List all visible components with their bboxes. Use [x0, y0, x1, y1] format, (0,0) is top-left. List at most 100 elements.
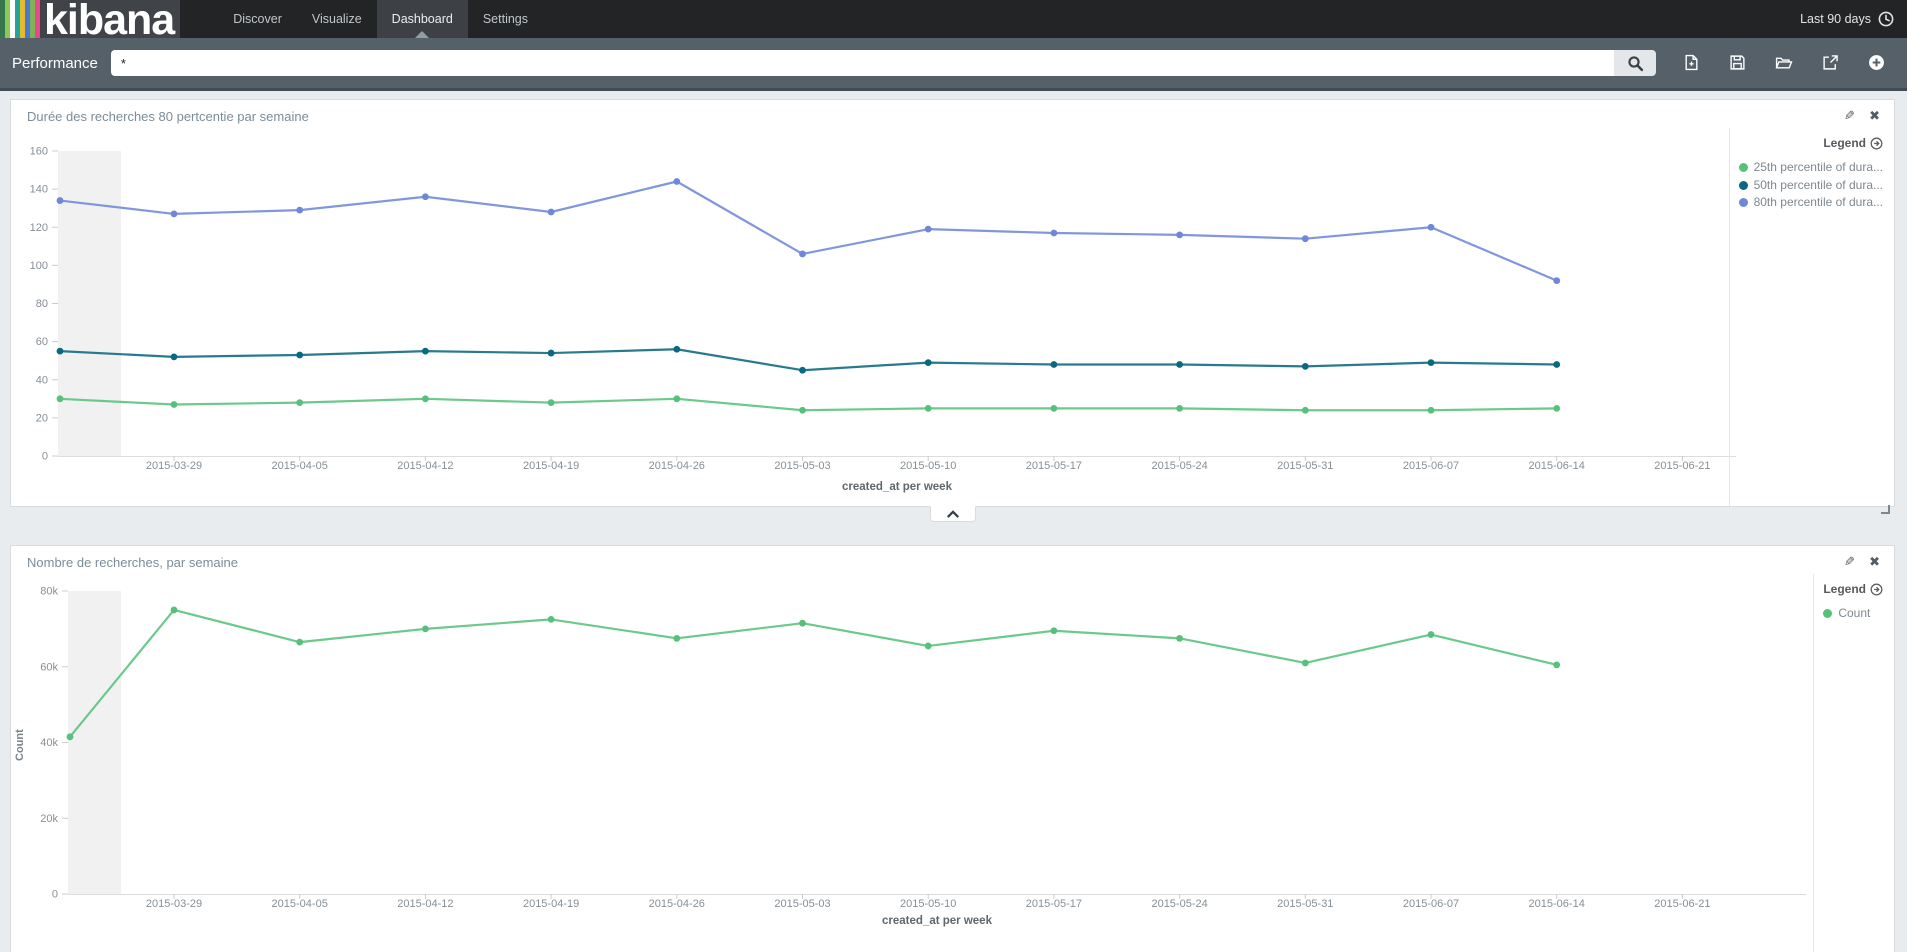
legend-item[interactable]: 50th percentile of dura... [1738, 177, 1883, 195]
data-point[interactable] [422, 625, 429, 633]
legend-item[interactable]: 25th percentile of dura... [1738, 159, 1883, 177]
kibana-logo[interactable]: kibana [0, 0, 181, 38]
legend-item-label: Count [1838, 606, 1871, 620]
y-tick-label: 60 [36, 336, 48, 348]
top-navbar: kibana Discover Visualize Dashboard Sett… [0, 0, 1907, 38]
chart-canvas[interactable]: 0 20 40 60 80 100 120 140 160 2015-03-29 2015-04-0… [11, 100, 1896, 508]
data-point[interactable] [170, 353, 178, 361]
x-tick-label: 2015-04-19 [523, 460, 579, 472]
x-tick-label: 2015-05-24 [1151, 460, 1207, 472]
save-dashboard-button[interactable] [1729, 54, 1746, 72]
data-point[interactable] [170, 210, 178, 218]
nav-item-settings[interactable]: Settings [482, 12, 528, 26]
data-point[interactable] [799, 406, 806, 414]
data-point[interactable] [1553, 661, 1561, 669]
data-point[interactable] [1553, 361, 1561, 368]
data-point[interactable] [170, 606, 178, 614]
legend-title: Legend [1823, 582, 1866, 596]
data-point[interactable] [1301, 406, 1309, 414]
data-point[interactable] [799, 366, 806, 374]
dashboard-title: Performance [12, 54, 98, 72]
legend-toggle[interactable]: Legend [1823, 582, 1883, 596]
legend-color-dot [1738, 180, 1748, 190]
close-panel-icon[interactable]: ✖ [1869, 554, 1880, 569]
new-dashboard-button[interactable] [1683, 54, 1700, 72]
legend-item[interactable]: 80th percentile of dura... [1738, 194, 1883, 212]
x-tick-label: 2015-06-21 [1654, 898, 1710, 910]
legend-item[interactable]: Count [1823, 605, 1883, 623]
data-point[interactable] [1427, 406, 1435, 414]
data-point[interactable] [422, 395, 429, 403]
data-point[interactable] [1427, 223, 1435, 231]
data-point[interactable] [56, 395, 64, 403]
data-point[interactable] [170, 401, 178, 408]
data-point[interactable] [673, 178, 681, 185]
data-point[interactable] [673, 345, 681, 353]
data-point[interactable] [1301, 235, 1309, 243]
edit-panel-icon[interactable]: ✎ [1844, 108, 1856, 123]
resize-handle[interactable] [1881, 505, 1890, 514]
data-point[interactable] [296, 351, 304, 359]
search-button[interactable] [1614, 50, 1656, 76]
data-point[interactable] [924, 404, 932, 412]
data-point[interactable] [924, 359, 932, 366]
x-tick-label: 2015-04-26 [649, 898, 705, 910]
open-dashboard-button[interactable] [1775, 54, 1793, 72]
data-point[interactable] [799, 250, 806, 258]
data-point[interactable] [1050, 361, 1058, 368]
data-point[interactable] [422, 193, 429, 201]
legend-color-dot [1738, 198, 1748, 208]
data-point[interactable] [1427, 631, 1435, 638]
y-tick-label: 40 [36, 374, 48, 386]
data-point[interactable] [1553, 277, 1561, 285]
edit-panel-icon[interactable]: ✎ [1844, 554, 1856, 569]
nav-item-discover[interactable]: Discover [233, 12, 282, 26]
data-point[interactable] [799, 619, 806, 627]
data-point[interactable] [1301, 363, 1309, 370]
time-filter[interactable]: Last 90 days [1800, 0, 1907, 38]
legend-item-label: 50th percentile of dura... [1753, 177, 1883, 192]
add-circle-icon [1869, 55, 1884, 70]
data-point[interactable] [673, 395, 681, 403]
data-point[interactable] [673, 634, 681, 642]
data-point[interactable] [547, 616, 555, 623]
y-tick-label: 0 [42, 451, 48, 463]
data-point[interactable] [296, 399, 304, 407]
data-point[interactable] [296, 638, 304, 646]
data-point[interactable] [66, 733, 74, 741]
search-input[interactable] [110, 50, 1614, 76]
data-point[interactable] [1176, 231, 1183, 239]
panel-header[interactable]: Durée des recherches 80 pertcentie par s… [11, 100, 1894, 126]
data-point[interactable] [296, 206, 304, 214]
logo-stripe [30, 0, 35, 38]
data-point[interactable] [1553, 404, 1561, 412]
data-point[interactable] [1301, 659, 1309, 667]
data-point[interactable] [1050, 229, 1058, 237]
collapse-panel-tab[interactable] [929, 506, 976, 522]
nav-item-dashboard[interactable]: Dashboard [376, 0, 468, 38]
nav-item-visualize[interactable]: Visualize [311, 12, 362, 26]
data-point[interactable] [56, 197, 64, 204]
data-point[interactable] [1050, 627, 1058, 635]
share-dashboard-button[interactable] [1822, 54, 1839, 72]
x-axis-title: created_at per week [882, 915, 993, 927]
data-point[interactable] [1176, 404, 1183, 412]
data-point[interactable] [547, 208, 555, 216]
data-point[interactable] [1050, 404, 1058, 412]
y-tick-label: 160 [30, 146, 48, 158]
data-point[interactable] [547, 399, 555, 407]
data-point[interactable] [547, 349, 555, 357]
add-visualization-button[interactable] [1868, 54, 1885, 72]
data-point[interactable] [924, 225, 932, 233]
legend-toggle[interactable]: Legend [1739, 136, 1883, 150]
close-panel-icon[interactable]: ✖ [1869, 108, 1880, 123]
panel-header[interactable]: Nombre de recherches, par semaine ✎ ✖ [11, 546, 1894, 572]
dashboard-panel-duree: 0 20 40 60 80 100 120 140 160 2015-03-29 2015-04-0… [10, 99, 1896, 522]
data-point[interactable] [1176, 634, 1183, 642]
chart-canvas[interactable]: 0 20k 40k 60k 80k 2015-03-29 2015-04-05 2015-04… [11, 546, 1896, 952]
data-point[interactable] [56, 347, 64, 355]
data-point[interactable] [924, 642, 932, 650]
data-point[interactable] [1176, 361, 1183, 368]
data-point[interactable] [1427, 359, 1435, 366]
data-point[interactable] [422, 347, 429, 355]
